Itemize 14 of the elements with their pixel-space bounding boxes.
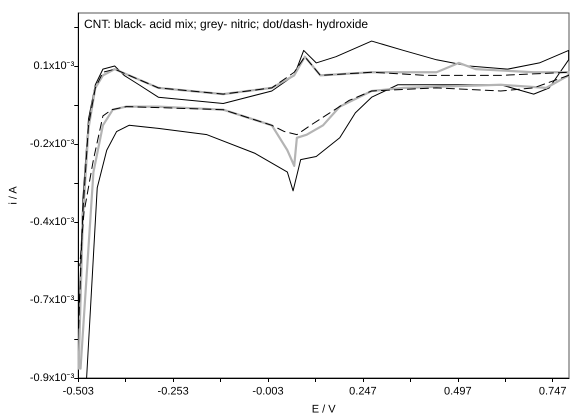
y-tick-label: -0.2x10⁻³	[30, 138, 75, 150]
x-tick-label: 0.747	[538, 386, 566, 398]
y-tick-label: -0.7x10⁻³	[30, 294, 75, 306]
x-tick-label: -0.003	[252, 386, 284, 398]
y-tick-label: -0.9x10⁻³	[30, 372, 75, 384]
x-tick-label: -0.253	[158, 386, 189, 398]
x-tick-label: 0.247	[349, 386, 377, 398]
y-axis-title: i / A	[8, 186, 20, 205]
x-tick-label: -0.503	[62, 386, 94, 398]
annotation: CNT: black- acid mix; grey- nitric; dot/dash- hydroxide	[84, 17, 368, 31]
x-axis-title: E / V	[312, 404, 336, 416]
y-tick-label: 0.1x10⁻³	[34, 60, 75, 72]
y-tick-label: -0.4x10⁻³	[30, 216, 75, 228]
x-tick-label: 0.497	[444, 386, 472, 398]
